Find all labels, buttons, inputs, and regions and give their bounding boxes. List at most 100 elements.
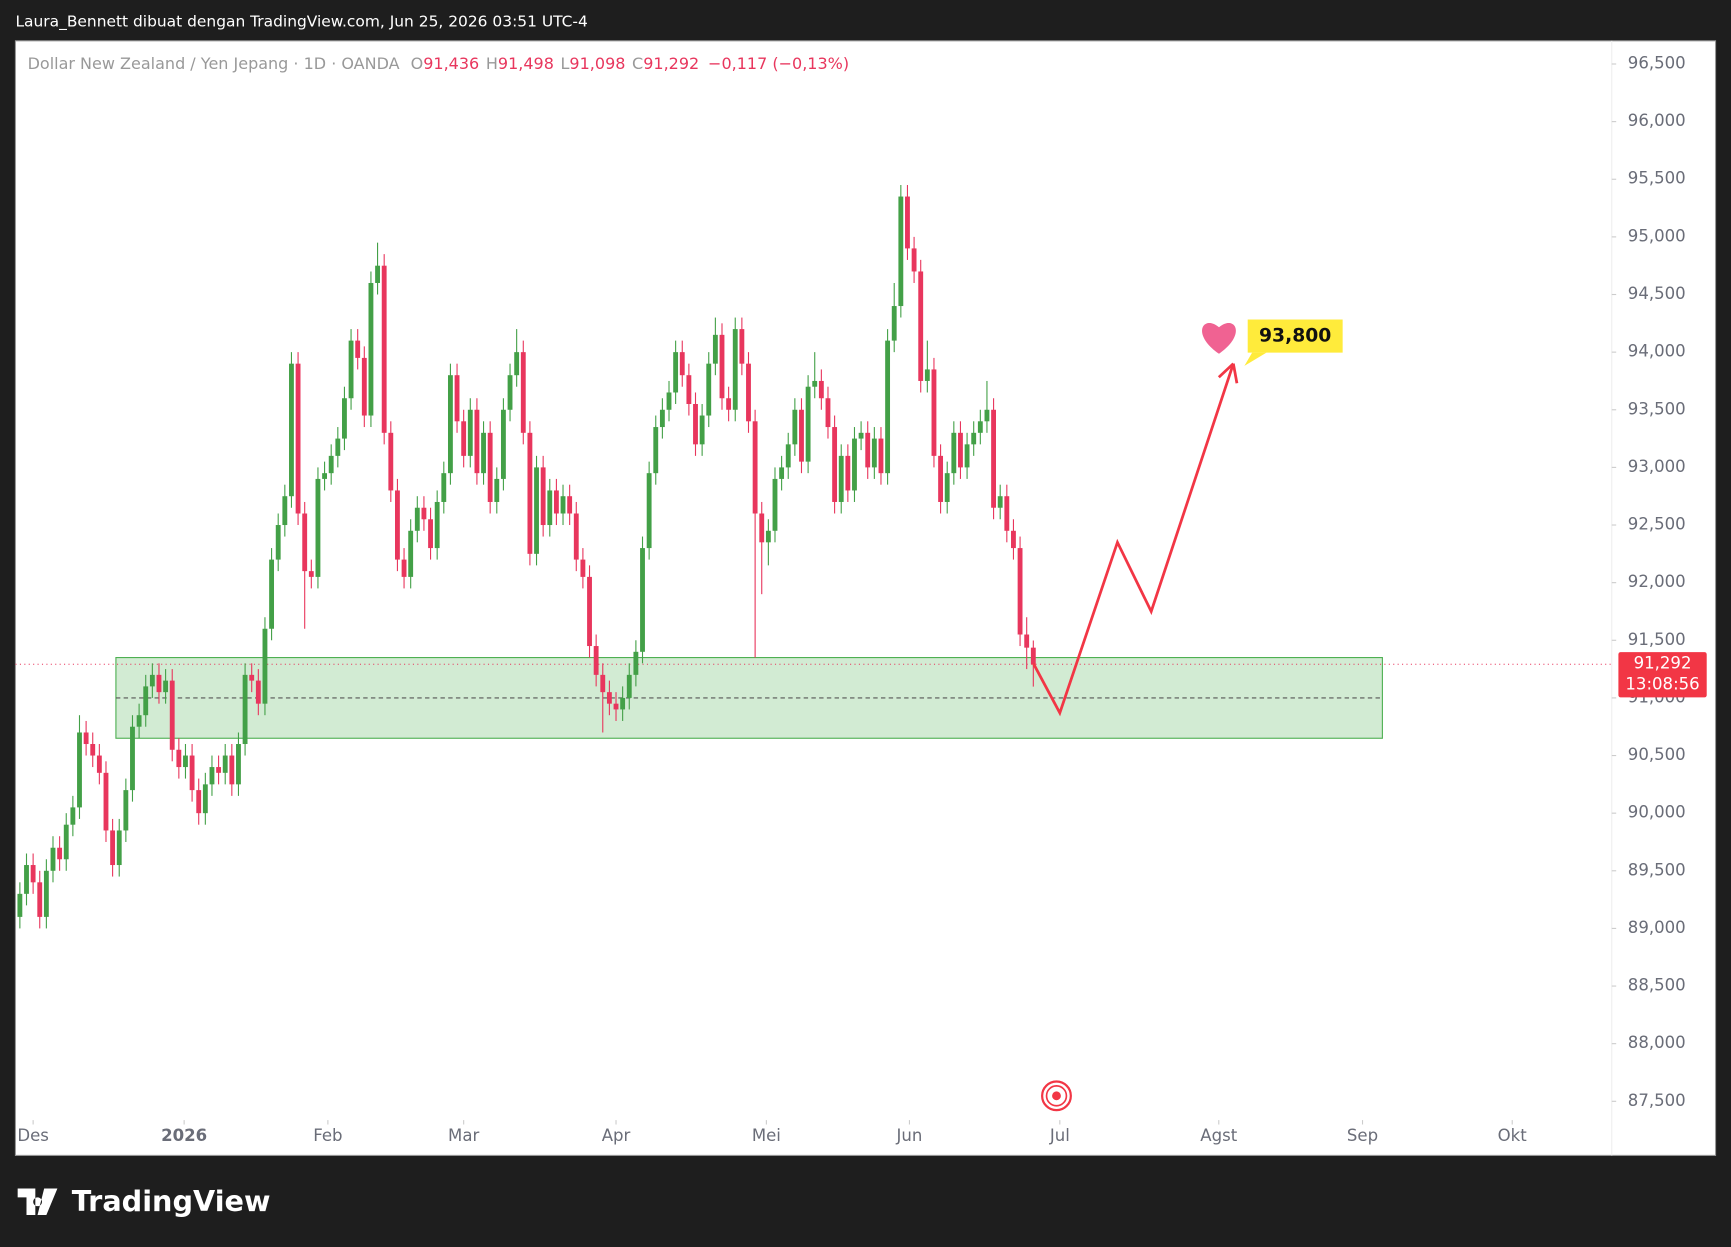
y-tick-label: 93,500 — [1628, 399, 1686, 418]
candle-body — [481, 432, 486, 474]
candle-body — [719, 334, 725, 399]
x-tick-label: Feb — [313, 1126, 342, 1145]
y-tick-label: 96,000 — [1628, 111, 1686, 130]
y-tick-label: 94,500 — [1628, 284, 1686, 303]
candle-body — [494, 478, 500, 502]
candle-body — [852, 438, 857, 491]
candle-body — [149, 674, 155, 687]
projection-path — [1032, 363, 1235, 717]
candle-body — [924, 369, 930, 381]
candle-body — [540, 467, 546, 526]
symbol-title: Dollar New Zealand / Yen Jepang · 1D · O… — [28, 54, 400, 73]
candle-body — [156, 674, 162, 693]
candle-body — [799, 409, 804, 462]
candle-body — [487, 432, 493, 502]
candle-body — [699, 415, 705, 445]
candle-body — [858, 432, 864, 439]
brand: TradingView — [72, 1184, 271, 1218]
candle-body — [434, 501, 440, 549]
candle-body — [1030, 647, 1036, 665]
candle-body — [911, 248, 917, 272]
candle-body — [57, 847, 63, 860]
candle-body — [17, 893, 23, 917]
candle-body — [514, 352, 520, 376]
candle-body — [262, 628, 268, 704]
brand-logo — [17, 1188, 58, 1215]
candle-body — [342, 398, 347, 439]
legend-key: C — [632, 54, 643, 73]
candle-body — [626, 674, 632, 698]
y-tick-label: 92,500 — [1628, 515, 1686, 534]
chart-legend: Dollar New Zealand / Yen Jepang · 1D · O… — [28, 54, 849, 73]
plot: 87,500 88,000 88,500 89,000 89,500 90,000 90,5… — [15, 53, 1707, 1145]
candle-body — [30, 865, 36, 883]
y-tick-label: 90,000 — [1628, 803, 1686, 822]
candle-body — [1017, 548, 1023, 635]
legend-key: H — [486, 54, 498, 73]
arrow-head — [1217, 362, 1235, 379]
x-tick-label: Apr — [602, 1126, 631, 1145]
candle-body — [865, 432, 871, 468]
candle-body — [553, 490, 559, 514]
candle-body — [659, 409, 665, 428]
candle-body — [169, 680, 175, 750]
candle-body — [222, 755, 228, 773]
candle-body — [295, 363, 301, 514]
candle-body — [653, 427, 659, 474]
candle-body — [375, 265, 380, 283]
arrow-head — [1231, 363, 1239, 384]
y-tick-label: 88,000 — [1628, 1033, 1686, 1052]
candle-body — [885, 340, 891, 474]
chart-panel — [14, 40, 1717, 1156]
candle-body — [507, 375, 513, 410]
candle-body — [269, 559, 275, 629]
candle-body — [163, 680, 169, 693]
candle-body — [348, 340, 354, 399]
candle-body — [673, 352, 679, 393]
candle-body — [759, 513, 765, 543]
candle-body — [388, 432, 394, 491]
candle-body — [474, 409, 480, 474]
candle-body — [825, 398, 831, 428]
candle-body — [83, 732, 89, 745]
candle-body — [447, 375, 453, 474]
candle-body — [249, 674, 255, 681]
candle-body — [918, 271, 924, 381]
candle-body — [812, 380, 818, 387]
candle-body — [130, 726, 135, 791]
candle-body — [977, 421, 983, 433]
candle-body — [315, 478, 321, 577]
candle-body — [958, 432, 963, 468]
candle-body — [37, 882, 43, 917]
x-tick-label: Des — [17, 1126, 49, 1145]
candle-body — [891, 306, 897, 341]
x-tick-label: Jul — [1049, 1126, 1070, 1145]
candle-body — [785, 444, 791, 468]
candle-body — [739, 329, 745, 364]
x-tick-label: Agst — [1200, 1126, 1237, 1145]
candle-body — [944, 473, 950, 502]
candle-body — [938, 455, 944, 502]
y-tick-label: 87,500 — [1628, 1091, 1686, 1110]
candle-body — [275, 525, 281, 560]
candle-body — [395, 490, 400, 560]
candle-body — [726, 398, 732, 410]
candle-body — [302, 513, 308, 572]
candle-body — [50, 847, 56, 871]
y-tick-label: 92,000 — [1628, 572, 1686, 591]
candle-body — [997, 496, 1003, 508]
legend-key: L — [561, 54, 570, 73]
candle-body — [779, 467, 785, 479]
candle-body — [693, 404, 698, 445]
candle-body — [534, 467, 539, 554]
candle-body — [732, 329, 738, 410]
candle-body — [143, 686, 149, 716]
candle-body — [500, 409, 506, 479]
candle-body — [77, 732, 82, 808]
candle-body — [964, 444, 970, 468]
candle-body — [931, 369, 937, 456]
candle-body — [103, 772, 109, 831]
candle-body — [878, 438, 884, 474]
y-tick-label: 89,000 — [1628, 918, 1686, 937]
